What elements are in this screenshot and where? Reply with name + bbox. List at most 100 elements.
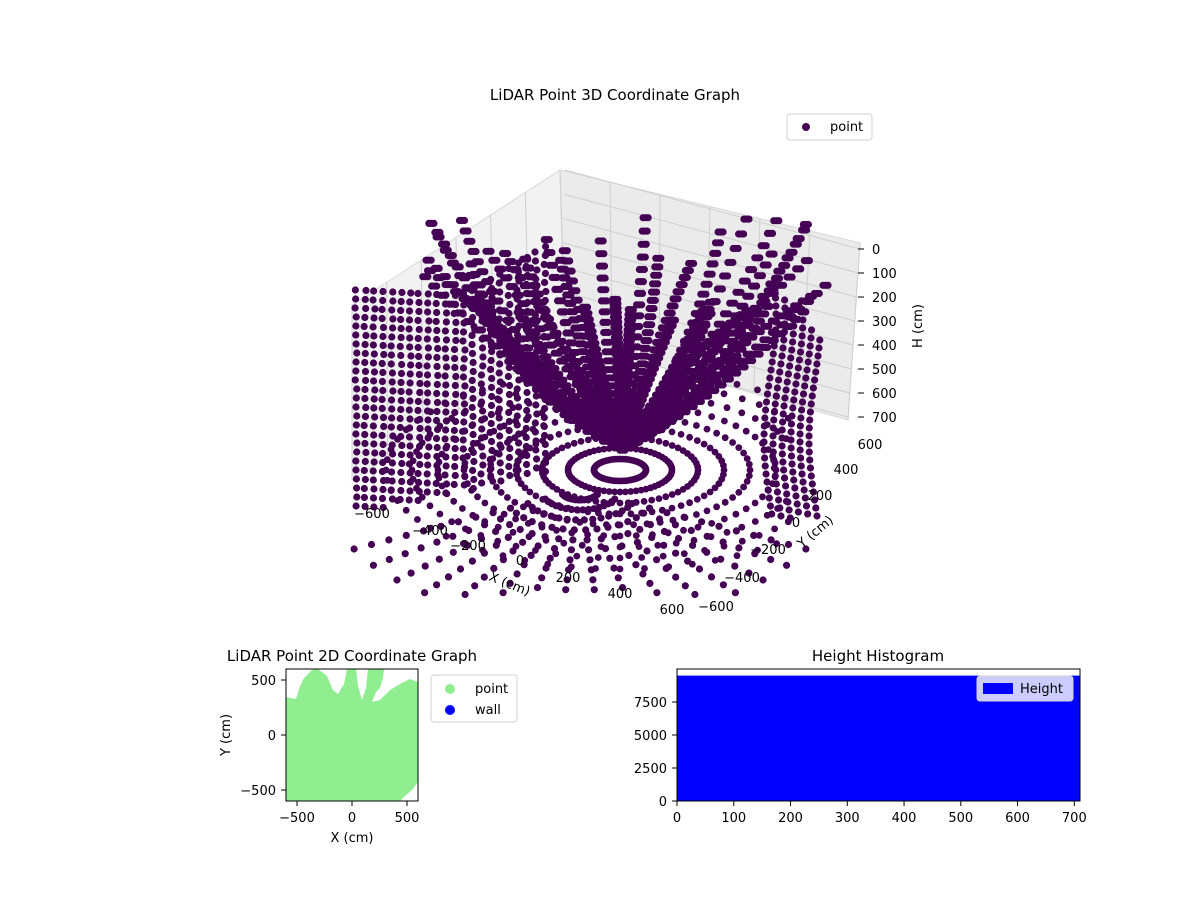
plot3d-point	[774, 376, 783, 384]
plot3d-point	[464, 480, 471, 488]
plot3d-point	[693, 511, 700, 518]
plot3d-point	[487, 419, 495, 428]
plot3d-point	[680, 406, 687, 414]
plot3d-point	[480, 549, 488, 557]
plot3d-point	[490, 564, 498, 573]
plot3d-point	[632, 434, 640, 442]
plot3d-point	[787, 420, 796, 428]
plot3d-points	[350, 214, 832, 599]
plot3d-point	[767, 366, 775, 374]
plot3d-point	[471, 582, 479, 590]
plot2d-x-tick-label: 0	[348, 811, 356, 826]
plot3d-point	[451, 300, 460, 309]
plot3d-point	[394, 436, 401, 443]
plot3d-point	[480, 573, 488, 581]
plot3d-point	[406, 343, 414, 351]
plot3d-point	[511, 498, 519, 506]
plot3d-point	[385, 536, 393, 544]
plot3d-point	[778, 442, 786, 450]
plot3d-point	[712, 387, 720, 395]
plot2d-point-cloud	[286, 669, 418, 801]
plot3d-point	[406, 397, 414, 405]
plot3d-point	[653, 589, 661, 597]
plot3d-point	[382, 466, 390, 474]
plot3d-point	[532, 284, 540, 292]
plot3d-point	[427, 408, 435, 416]
plot3d-point	[452, 390, 460, 399]
plot3d-point	[705, 392, 713, 400]
plot3d-point	[642, 465, 650, 473]
plot3d-z-tick-label: 400	[872, 339, 897, 354]
plot3d-point	[405, 433, 414, 441]
plot3d-point	[380, 350, 388, 359]
plot3d-point	[479, 362, 487, 370]
plot3d-point	[740, 230, 748, 238]
plot3d-point	[495, 306, 504, 314]
plot3d-point	[559, 525, 567, 533]
plot3d-point	[442, 417, 451, 425]
plot3d-point	[578, 391, 586, 399]
plot3d-point	[809, 488, 818, 496]
plot3d-point	[605, 488, 613, 495]
plot3d-grid-line	[564, 169, 861, 250]
plot3d-point	[605, 512, 613, 520]
plot3d-point	[724, 310, 733, 318]
plot3d-point	[449, 548, 457, 556]
plot3d-point	[614, 295, 622, 303]
plot3d-point	[800, 486, 808, 494]
plot3d-point	[635, 333, 643, 341]
plot3d-point	[655, 515, 664, 523]
plot3d-point	[739, 321, 747, 329]
plot3d-point	[783, 378, 791, 386]
plot3d-point	[772, 392, 780, 400]
plot3d-point	[469, 430, 477, 439]
plot3d-point	[568, 267, 576, 275]
plot3d-point	[555, 535, 563, 543]
plot3d-point	[371, 449, 379, 457]
plot3d-point	[514, 268, 523, 276]
plot3d-point	[789, 468, 797, 476]
plot3d-point	[496, 432, 504, 440]
plot3d-point	[436, 422, 444, 430]
plot3d-point	[777, 360, 785, 368]
plot3d-point	[406, 298, 414, 306]
plot3d-point	[777, 512, 785, 520]
plot3d-point	[515, 277, 523, 285]
plot3d-point	[370, 485, 378, 493]
plot3d-point	[586, 315, 594, 323]
plot3d-point	[574, 426, 582, 434]
plot3d-point	[760, 422, 768, 430]
plot3d-point	[369, 561, 377, 569]
plot3d-point	[703, 548, 711, 556]
plot3d-point	[584, 402, 591, 409]
plot3d-point	[450, 497, 458, 505]
hist-ticks: 0 100 200 300 400 500 600 700 0 2500 5000 7500	[634, 696, 1087, 826]
plot3d-point	[433, 538, 441, 546]
plot3d-point	[405, 406, 413, 414]
plot3d-point	[784, 498, 792, 506]
plot3d-point	[461, 382, 469, 390]
plot3d-point	[532, 446, 540, 454]
plot3d-point	[688, 328, 696, 336]
plot3d-point	[387, 396, 396, 404]
plot3d-point	[707, 399, 715, 407]
plot3d-point	[451, 462, 459, 471]
plot3d-point	[451, 291, 460, 300]
plot3d-point	[468, 313, 477, 322]
plot3d-point	[760, 438, 768, 446]
plot3d-point	[570, 439, 578, 447]
plot3d-point	[646, 521, 655, 529]
plot3d-point	[615, 334, 624, 342]
plot3d-point	[435, 474, 443, 482]
plot3d-point	[601, 274, 609, 282]
plot3d-point	[771, 472, 779, 480]
plot3d-point	[713, 298, 721, 306]
plot3d-point	[605, 445, 613, 452]
plot3d-point	[677, 355, 685, 363]
plot-2d: LiDAR Point 2D Coordinate Graph −500 0 500…	[219, 647, 518, 846]
plot3d-point	[541, 377, 549, 386]
plot3d-point	[418, 493, 426, 501]
plot3d-point	[352, 295, 360, 303]
plot3d-point	[769, 448, 777, 456]
plot3d-point	[451, 471, 459, 480]
